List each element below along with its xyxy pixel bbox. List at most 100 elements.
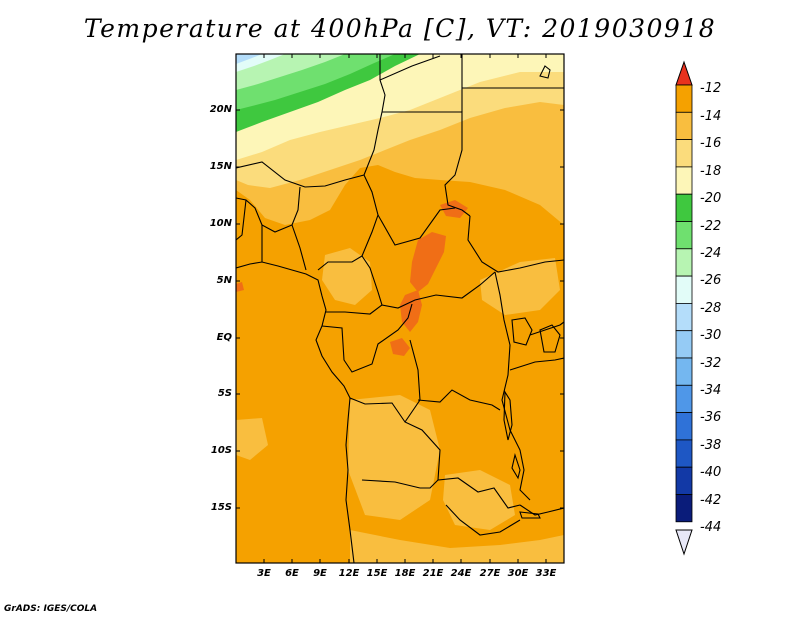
lon-label-18e: 18E: [394, 568, 416, 579]
lon-label-9e: 9E: [313, 568, 327, 579]
border-line: [417, 389, 501, 411]
lake-shore: [511, 317, 533, 346]
lat-label-10s: 10S: [210, 445, 232, 456]
map-frame: [235, 53, 565, 564]
colorbar-segment: [675, 330, 693, 359]
border-line: [445, 504, 521, 536]
colorbar-label: -32: [700, 356, 722, 371]
colorbar-label: -40: [700, 465, 722, 480]
colorbar-segment: [675, 357, 693, 386]
lake-shore: [519, 511, 541, 519]
footer-credit: GrADS: IGES/COLA: [4, 604, 98, 614]
border-line: [236, 186, 301, 233]
border-line: [529, 321, 564, 336]
colorbar-label: -38: [700, 438, 722, 453]
colorbar-segment: [675, 384, 693, 413]
lat-label-15n: 15N: [209, 161, 232, 172]
colorbar-bottom-arrow: [675, 529, 693, 556]
border-line: [377, 207, 456, 246]
colorbar-segment: [675, 111, 693, 141]
field-band-m14-m12: [236, 282, 244, 292]
border-line: [494, 271, 531, 501]
border-line: [349, 397, 521, 509]
border-line: [317, 54, 386, 271]
field-band-m14-m12: [390, 338, 410, 356]
lon-label-33e: 33E: [535, 568, 557, 579]
colorbar-label: -14: [700, 109, 722, 124]
colorbar-segment: [675, 494, 693, 523]
lat-label-15s: 15S: [210, 502, 232, 513]
border-line: [404, 339, 421, 423]
field-band-m18-m16: [348, 395, 440, 520]
lon-label-27e: 27E: [479, 568, 501, 579]
colorbar-label: -26: [700, 273, 722, 288]
lake-shore: [539, 65, 551, 79]
colorbar-segment: [675, 139, 693, 168]
lon-label-12e: 12E: [338, 568, 360, 579]
colorbar-label: -30: [700, 328, 722, 343]
field-band-m28-m26: [236, 54, 345, 90]
lon-ticks: [263, 54, 547, 563]
lake-shore: [539, 324, 561, 353]
lake-shore: [503, 390, 513, 441]
colorbar-label: -42: [700, 493, 722, 508]
colorbar-label: -12: [700, 81, 722, 96]
colorbar-label: -28: [700, 301, 722, 316]
field-band-m18-m16: [443, 470, 515, 530]
coastline: [236, 261, 355, 563]
colorbar-label: -36: [700, 410, 722, 425]
lat-ticks: [236, 109, 564, 509]
border-line: [321, 303, 413, 373]
colorbar-label: -20: [700, 191, 722, 206]
lon-label-6e: 6E: [285, 568, 299, 579]
lon-label-21e: 21E: [422, 568, 444, 579]
field-band-m14-m12: [410, 232, 446, 292]
chart-title: Temperature at 400hPa [C], VT: 201903091…: [83, 14, 717, 43]
field-band-m32-m30: [236, 54, 262, 64]
lon-label-24e: 24E: [450, 568, 472, 579]
border-line: [382, 111, 471, 217]
border-line: [519, 504, 564, 516]
colorbar-segment: [675, 84, 693, 113]
border-line: [361, 255, 496, 309]
colorbar-segment: [675, 439, 693, 468]
colorbar-segment: [675, 412, 693, 441]
border-line: [379, 55, 441, 81]
colorbar-top-arrow: [675, 60, 693, 86]
lon-label-15e: 15E: [366, 568, 388, 579]
border-line: [467, 215, 564, 273]
field-band-m18-m16: [236, 418, 268, 460]
colorbar-segment: [675, 221, 693, 250]
field-band-m18-m16: [480, 258, 560, 315]
colorbar-segment: [675, 248, 693, 277]
border-line: [236, 199, 247, 241]
temperature-field: [236, 54, 564, 563]
field-band-m18-m16: [350, 530, 564, 563]
lat-label-10n: 10N: [209, 218, 232, 229]
lat-label-5n: 5N: [216, 275, 232, 286]
colorbar-segment: [675, 166, 693, 195]
border-line: [420, 479, 439, 489]
colorbar-label: -16: [700, 136, 722, 151]
colorbar-segment: [675, 193, 693, 222]
colorbar-label: -22: [700, 219, 722, 234]
lat-label-eq: EQ: [216, 332, 232, 343]
colorbar-label: -44: [700, 520, 722, 535]
colorbar-label: -24: [700, 246, 722, 261]
border-line: [326, 304, 383, 315]
lat-label-20n: 20N: [209, 104, 232, 115]
colorbar-segment: [675, 466, 693, 495]
field-band-m14-m12: [440, 200, 468, 218]
colorbar-label: -18: [700, 164, 722, 179]
colorbar-segment: [675, 275, 693, 304]
border-line: [291, 224, 307, 271]
border-line: [361, 479, 421, 489]
lat-label-5s: 5S: [217, 388, 232, 399]
lon-label-3e: 3E: [257, 568, 271, 579]
lon-label-30e: 30E: [507, 568, 529, 579]
colorbar-segments: [675, 84, 693, 523]
colorbar-segment: [675, 302, 693, 332]
lake-shore: [511, 452, 521, 480]
country-borders: [236, 54, 564, 563]
